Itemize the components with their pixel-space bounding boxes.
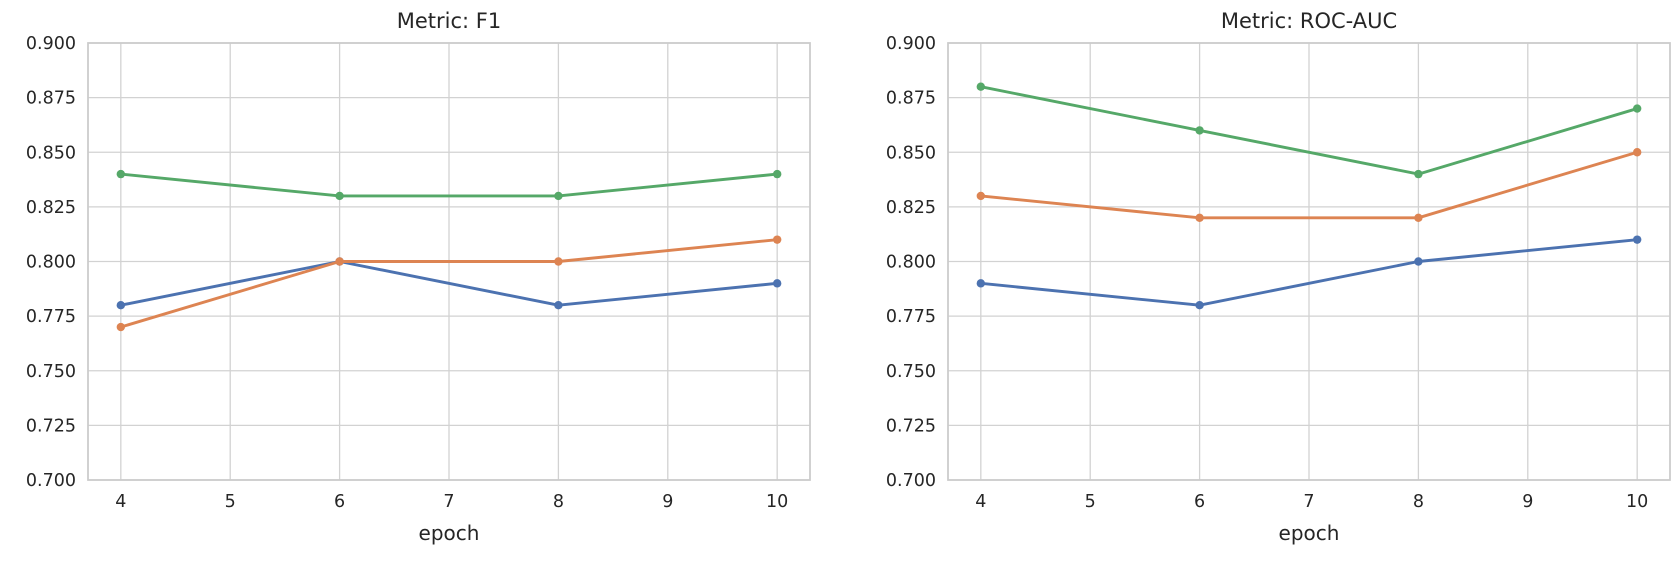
- x-axis-label-f1: epoch: [418, 521, 480, 545]
- series-line-blue-series: [979, 238, 1639, 307]
- x-tick-label: 6: [334, 492, 345, 512]
- data-point-blue-series: [1632, 235, 1642, 244]
- y-tick-label: 0.775: [886, 307, 936, 327]
- data-point-orange-series: [976, 191, 986, 201]
- data-point-orange-series: [116, 322, 126, 332]
- data-point-orange-series: [335, 257, 344, 266]
- data-point-orange-series: [1632, 148, 1642, 157]
- y-tick-label: 0.700: [886, 471, 936, 491]
- y-tick-label: 0.700: [26, 471, 76, 491]
- x-tick-label: 5: [1085, 492, 1096, 512]
- data-point-green-series: [1632, 104, 1642, 113]
- x-tick-label: 8: [1413, 492, 1424, 512]
- x-tick-label: 5: [225, 492, 236, 512]
- data-point-green-series: [335, 191, 344, 201]
- data-point-orange-series: [554, 257, 563, 266]
- x-tick-label: 7: [1303, 492, 1314, 512]
- chart-title-roc-auc: Metric: ROC-AUC: [1220, 9, 1398, 33]
- series-line-green-series: [979, 85, 1639, 176]
- y-tick-label: 0.875: [26, 89, 76, 109]
- x-axis-label-roc-auc: epoch: [1278, 521, 1340, 545]
- x-tick-label: 8: [553, 492, 564, 512]
- y-tick-label: 0.900: [26, 34, 76, 54]
- x-tick-label: 6: [1194, 492, 1205, 512]
- y-tick-label: 0.875: [886, 89, 936, 109]
- x-tick-label: 4: [975, 492, 986, 512]
- series-line-blue-series: [119, 260, 779, 307]
- y-tick-label: 0.750: [26, 362, 76, 382]
- y-tick-label: 0.800: [886, 253, 936, 273]
- data-point-blue-series: [554, 301, 563, 310]
- data-point-blue-series: [116, 301, 126, 310]
- subplot-f1: 0.700 0.725 0.750 0.775 0.800 0.825 0.850 0.875…: [26, 9, 811, 545]
- x-tick-label: 7: [443, 492, 454, 512]
- plot-svg-f1: 0.700 0.725 0.750 0.775 0.800 0.825 0.850 0.875…: [26, 34, 811, 512]
- data-point-blue-series: [976, 279, 986, 288]
- data-point-green-series: [554, 191, 563, 201]
- y-tick-label: 0.850: [26, 143, 76, 163]
- y-tick-label: 0.850: [886, 143, 936, 163]
- y-tick-label: 0.900: [886, 34, 936, 54]
- x-tick-label: 9: [1522, 492, 1533, 512]
- x-tick-label: 10: [1626, 492, 1648, 512]
- y-tick-label: 0.775: [26, 307, 76, 327]
- x-tick-label: 9: [662, 492, 673, 512]
- plot-border: [947, 42, 1671, 481]
- data-point-orange-series: [772, 235, 782, 244]
- y-tick-label: 0.750: [886, 362, 936, 382]
- y-tick-label: 0.825: [886, 198, 936, 218]
- data-point-green-series: [116, 169, 126, 179]
- plot-svg-roc-auc: 0.700 0.725 0.750 0.775 0.800 0.825 0.850 0.875…: [886, 34, 1671, 512]
- data-point-blue-series: [1414, 257, 1423, 266]
- data-point-orange-series: [1414, 213, 1423, 222]
- data-point-green-series: [1195, 126, 1204, 135]
- data-point-green-series: [1414, 169, 1423, 179]
- y-tick-label: 0.725: [886, 416, 936, 436]
- series-line-orange-series: [979, 150, 1639, 220]
- y-tick-label: 0.725: [26, 416, 76, 436]
- data-point-green-series: [772, 169, 782, 179]
- y-tick-label: 0.800: [26, 253, 76, 273]
- data-point-blue-series: [1195, 301, 1204, 310]
- x-tick-label: 4: [115, 492, 126, 512]
- chart-title-f1: Metric: F1: [396, 9, 502, 33]
- x-tick-label: 10: [766, 492, 788, 512]
- data-point-green-series: [976, 82, 986, 91]
- series-line-orange-series: [119, 238, 779, 329]
- data-point-blue-series: [772, 279, 782, 288]
- series-line-green-series: [119, 172, 779, 198]
- plot-border: [87, 42, 811, 481]
- subplot-roc-auc: 0.700 0.725 0.750 0.775 0.800 0.825 0.850 0.875…: [837, 0, 1673, 565]
- y-tick-label: 0.825: [26, 198, 76, 218]
- data-point-orange-series: [1195, 213, 1204, 222]
